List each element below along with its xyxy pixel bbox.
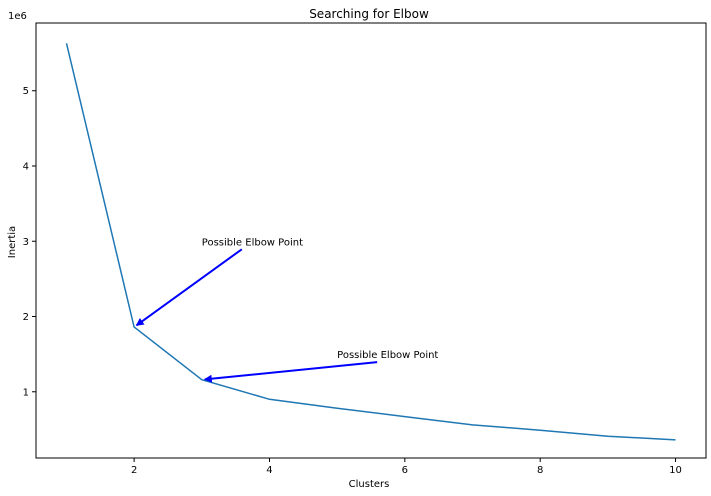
x-tick-label: 6 xyxy=(402,465,408,476)
x-tick-label: 4 xyxy=(266,465,272,476)
x-axis-label: Clusters xyxy=(349,479,390,490)
y-tick-label: 5 xyxy=(23,86,29,97)
axes-frame xyxy=(35,22,707,459)
annotation-label: Possible Elbow Point xyxy=(202,237,303,248)
chart-title: Searching for Elbow xyxy=(309,7,429,21)
series-line xyxy=(65,43,676,441)
y-tick-label: 2 xyxy=(23,312,29,323)
y-axis-label: Inertia xyxy=(7,226,18,258)
x-tick-label: 10 xyxy=(669,465,682,476)
annotation-label: Possible Elbow Point xyxy=(337,350,438,361)
x-tick-label: 2 xyxy=(131,465,137,476)
annotation-arrow xyxy=(203,361,378,383)
annotation-arrow xyxy=(135,248,243,327)
x-tick-label: 8 xyxy=(537,465,543,476)
y-offset-label: 1e6 xyxy=(8,11,27,22)
y-tick-label: 3 xyxy=(23,237,29,248)
y-tick-label: 4 xyxy=(23,161,29,172)
y-tick-label: 1 xyxy=(23,387,29,398)
